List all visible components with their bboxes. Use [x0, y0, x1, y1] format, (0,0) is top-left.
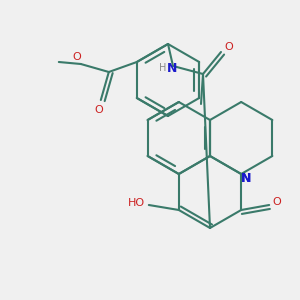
Text: N: N [241, 172, 251, 185]
Text: O: O [225, 42, 233, 52]
Text: HO: HO [128, 198, 146, 208]
Text: N: N [167, 61, 177, 74]
Text: H: H [159, 63, 167, 73]
Text: N: N [241, 172, 251, 185]
Text: O: O [72, 52, 81, 62]
Text: O: O [94, 105, 103, 115]
Text: O: O [273, 197, 282, 207]
